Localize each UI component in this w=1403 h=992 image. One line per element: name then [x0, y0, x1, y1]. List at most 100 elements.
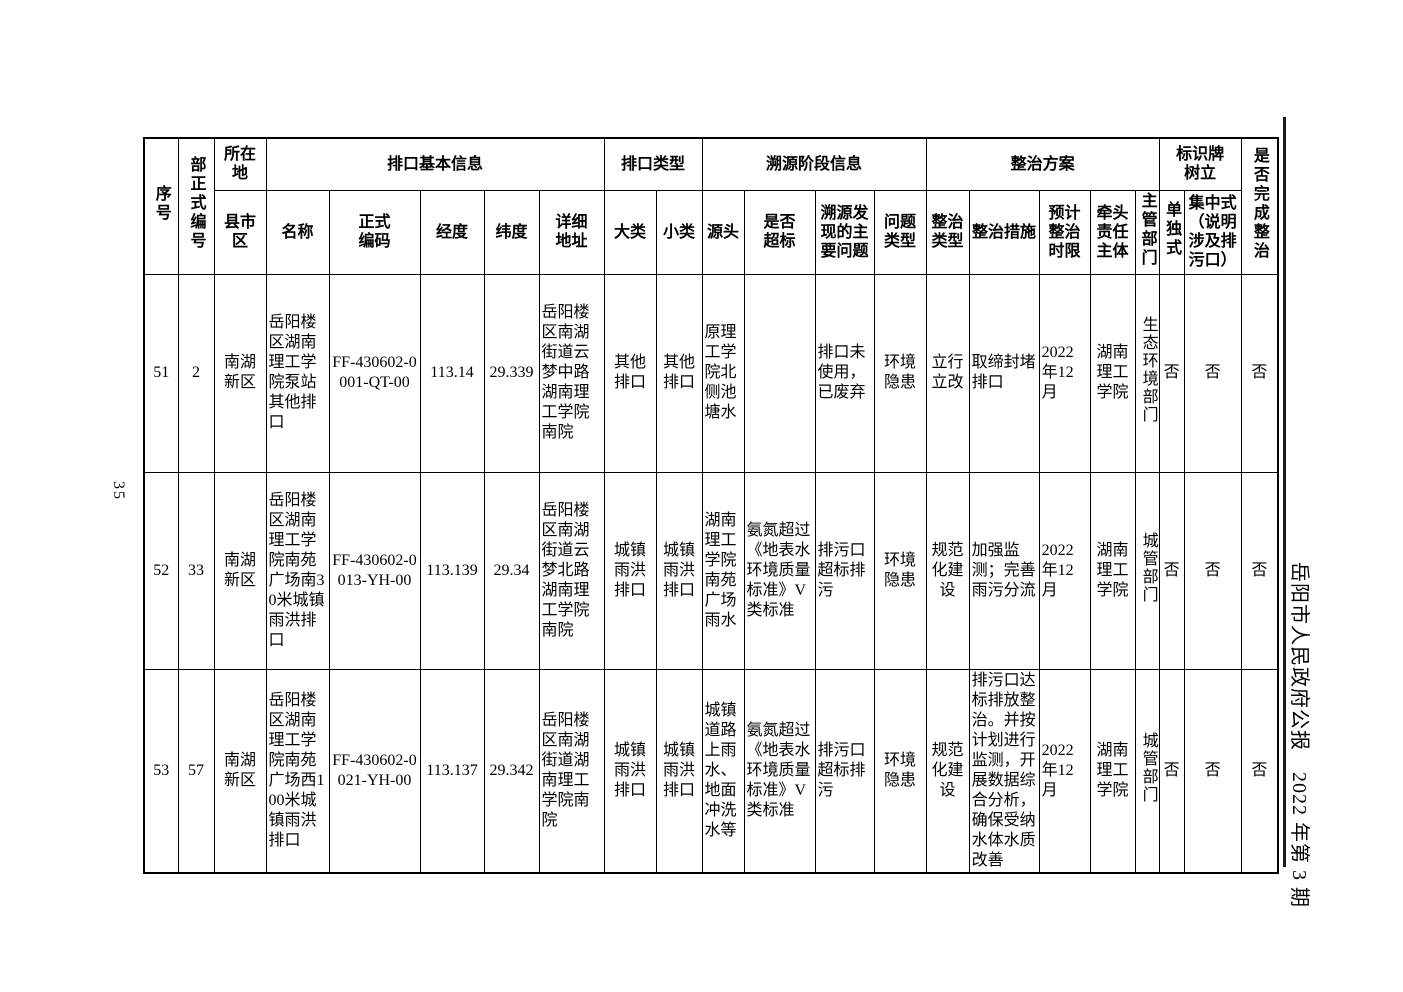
cell-longitude: 113.139: [419, 471, 485, 670]
cell-problem-type: 环境隐患: [873, 471, 927, 670]
col-header-longitude: 经度: [419, 189, 485, 275]
cell-dept-value: 生态环境部门: [1139, 316, 1157, 424]
cell-category-major: 城镇雨洪排口: [603, 668, 657, 873]
col-header-address: 详细 地址: [538, 189, 605, 275]
cell-centralized-sign: 否: [1183, 471, 1242, 670]
col-header-dept-label: 主管部门: [1138, 191, 1156, 268]
cell-lead-body: 湖南理工学院: [1089, 273, 1136, 473]
cell-main-problem: 排污口超标排污: [814, 668, 875, 873]
cell-district: 南湖新区: [213, 273, 267, 473]
cell-name: 岳阳楼区湖南理工学院南苑广场南30米城镇雨洪排口: [265, 471, 330, 670]
col-header-name: 名称: [265, 189, 330, 275]
cell-dept-value: 城管部门: [1139, 531, 1157, 604]
cell-category-minor: 城镇雨洪排口: [655, 668, 703, 873]
header-group-row: 序号 部正式编号 所在 地 排口基本信息 排口类型 溯源阶段信息 整治方案 标识…: [143, 137, 1279, 275]
cell-lead-body: 湖南理工学院: [1089, 471, 1136, 670]
cell-source: 湖南理工学院南苑广场雨水: [701, 471, 745, 670]
col-header-sign-group: 标识牌 树立: [1158, 137, 1242, 191]
col-header-district: 县市 区: [213, 189, 267, 275]
col-header-ministry-no-label: 部正式编号: [187, 156, 205, 252]
cell-standalone-sign: 否: [1158, 668, 1185, 873]
col-header-type-group: 排口类型: [603, 137, 703, 191]
cell-address: 岳阳楼区南湖街道湖南理工学院南院: [538, 668, 605, 873]
cell-measures: 取缔封堵排口: [968, 273, 1040, 473]
cell-address: 岳阳楼区南湖街道云梦北路湖南理工学院南院: [538, 471, 605, 670]
cell-serial: 51: [143, 273, 179, 473]
cell-action-type: 规范化建设: [925, 668, 970, 873]
col-header-source: 源头: [701, 189, 745, 275]
cell-dept: 城管部门: [1134, 668, 1160, 873]
cell-code: FF-430602-0001-QT-00: [328, 273, 421, 473]
cell-code: FF-430602-0021-YH-00: [328, 668, 421, 873]
cell-action-type: 立行立改: [925, 273, 970, 473]
col-header-completed: 是否完成整治: [1240, 137, 1279, 275]
page-number: 35: [110, 481, 127, 501]
col-header-centralized-sign: 集中式 （说明 涉及排 污口）: [1183, 189, 1242, 275]
cell-category-major: 城镇雨洪排口: [603, 471, 657, 670]
col-header-measures: 整治措施: [968, 189, 1040, 275]
col-header-problem-type: 问题 类型: [873, 189, 927, 275]
cell-completed: 否: [1240, 471, 1279, 670]
table-row: 51 2 南湖新区 岳阳楼区湖南理工学院泵站其他排口 FF-430602-000…: [143, 273, 1279, 473]
cell-ministry-no: 33: [177, 471, 215, 670]
col-header-dept: 主管部门: [1134, 189, 1160, 275]
cell-exceed-standard: 氨氮超过《地表水环境质量标准》V类标准: [743, 471, 816, 670]
cell-completed: 否: [1240, 668, 1279, 873]
col-header-standalone-sign-label: 单独式: [1163, 201, 1181, 258]
cell-measures: 加强监测；完善雨污分流: [968, 471, 1040, 670]
cell-main-problem: 排污口超标排污: [814, 471, 875, 670]
col-header-code: 正式 编码: [328, 189, 421, 275]
cell-centralized-sign: 否: [1183, 273, 1242, 473]
cell-dept: 生态环境部门: [1134, 273, 1160, 473]
table-row: 52 33 南湖新区 岳阳楼区湖南理工学院南苑广场南30米城镇雨洪排口 FF-4…: [143, 471, 1279, 670]
table-row: 53 57 南湖新区 岳阳楼区湖南理工学院南苑广场西100米城镇雨洪排口 FF-…: [143, 668, 1279, 873]
cell-standalone-sign: 否: [1158, 471, 1185, 670]
cell-address: 岳阳楼区南湖街道云梦中路湖南理工学院南院: [538, 273, 605, 473]
col-header-main-problem: 溯源发 现的主 要问题: [814, 189, 875, 275]
cell-action-type: 规范化建设: [925, 471, 970, 670]
col-header-lead-body: 牵头 责任 主体: [1089, 189, 1136, 275]
cell-source: 原理工学院北侧池塘水: [701, 273, 745, 473]
col-header-deadline: 预计 整治 时限: [1038, 189, 1091, 275]
cell-standalone-sign: 否: [1158, 273, 1185, 473]
cell-category-minor: 其他排口: [655, 273, 703, 473]
cell-latitude: 29.34: [483, 471, 540, 670]
cell-deadline: 2022年12月: [1038, 273, 1091, 473]
col-header-location-group: 所在 地: [213, 137, 267, 191]
gazette-title-sidebar: 岳阳市人民政府公报 2022 年第 3 期: [1288, 562, 1310, 908]
cell-district: 南湖新区: [213, 471, 267, 670]
col-header-serial-label: 序号: [152, 184, 170, 223]
col-header-serial: 序号: [143, 137, 179, 275]
cell-problem-type: 环境隐患: [873, 273, 927, 473]
col-header-category-minor: 小类: [655, 189, 703, 275]
col-header-category-major: 大类: [603, 189, 657, 275]
outfall-remediation-table: 序号 部正式编号 所在 地 排口基本信息 排口类型 溯源阶段信息 整治方案 标识…: [143, 137, 1280, 874]
cell-exceed-standard: 氨氮超过《地表水环境质量标准》V类标准: [743, 668, 816, 873]
cell-serial: 53: [143, 668, 179, 873]
cell-completed: 否: [1240, 273, 1279, 473]
col-header-basic-info-group: 排口基本信息: [265, 137, 605, 191]
cell-ministry-no: 57: [177, 668, 215, 873]
col-header-exceed-standard: 是否 超标: [743, 189, 816, 275]
header-sub-row: 县市 区 名称 正式 编码 经度 纬度 详细 地址 大类 小类 源头 是否 超标…: [144, 189, 1278, 275]
col-header-plan-group: 整治方案: [925, 137, 1160, 191]
col-header-completed-label: 是否完成整治: [1250, 146, 1268, 261]
cell-district: 南湖新区: [213, 668, 267, 873]
cell-centralized-sign: 否: [1183, 668, 1242, 873]
cell-problem-type: 环境隐患: [873, 668, 927, 873]
cell-name: 岳阳楼区湖南理工学院泵站其他排口: [265, 273, 330, 473]
cell-ministry-no: 2: [177, 273, 215, 473]
col-header-trace-group: 溯源阶段信息: [701, 137, 927, 191]
cell-exceed-standard: [743, 273, 816, 473]
cell-measures: 排污口达标排放整治。并按计划进行监测，开展数据综合分析，确保受纳水体水质改善: [968, 668, 1040, 873]
cell-lead-body: 湖南理工学院: [1089, 668, 1136, 873]
cell-deadline: 2022年12月: [1038, 668, 1091, 873]
col-header-standalone-sign: 单独式: [1158, 189, 1185, 275]
cell-name: 岳阳楼区湖南理工学院南苑广场西100米城镇雨洪排口: [265, 668, 330, 873]
cell-deadline: 2022年12月: [1038, 471, 1091, 670]
cell-dept-value: 城管部门: [1139, 731, 1157, 804]
margin-divider-rule: [1283, 117, 1286, 867]
col-header-action-type: 整治 类型: [925, 189, 970, 275]
cell-category-minor: 城镇雨洪排口: [655, 471, 703, 670]
